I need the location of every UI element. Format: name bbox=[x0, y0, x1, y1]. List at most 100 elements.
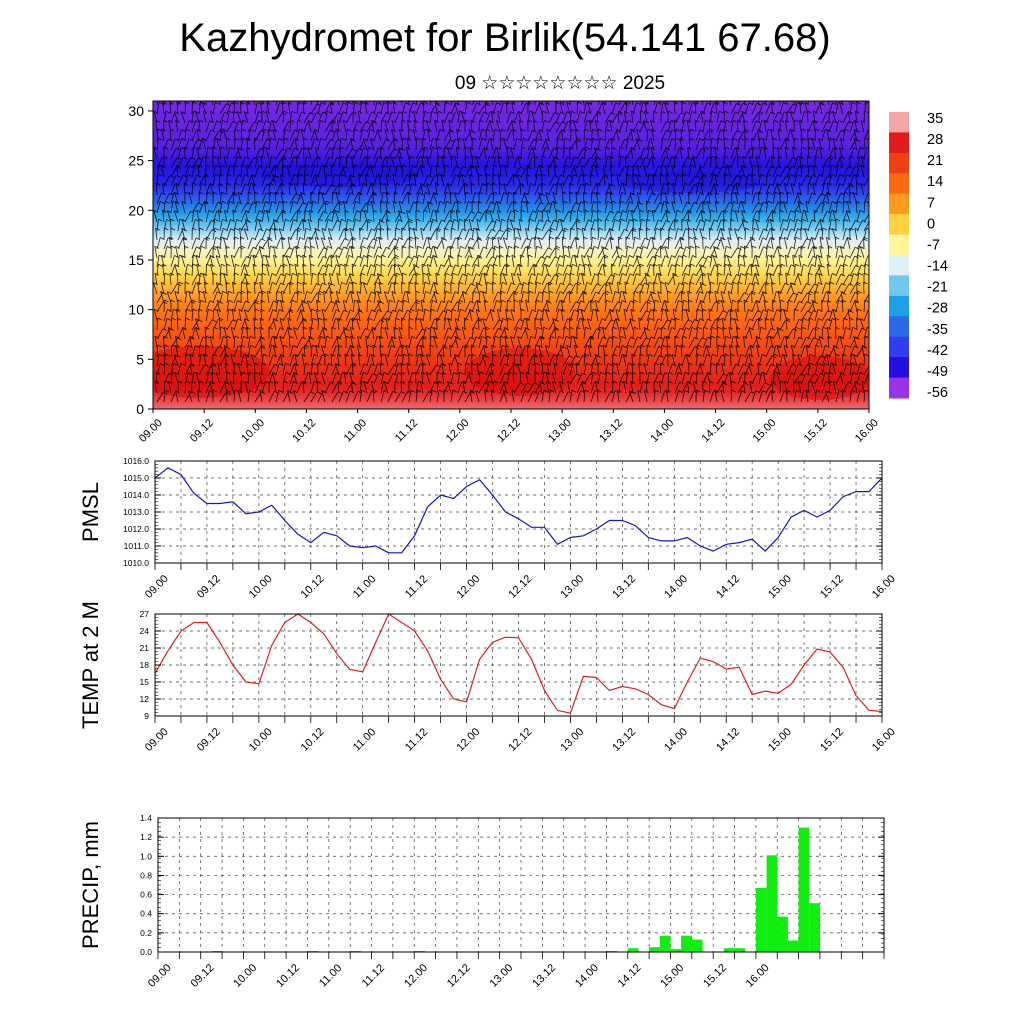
wind-barb bbox=[415, 148, 422, 160]
wind-barb-flag bbox=[350, 290, 355, 294]
wind-barb-flag bbox=[233, 110, 238, 114]
wind-barb-flag bbox=[224, 209, 229, 213]
wind-barb-flag bbox=[446, 200, 451, 204]
wind-barb-flag bbox=[235, 137, 240, 141]
wind-barb bbox=[450, 111, 456, 124]
wind-barb-flag bbox=[347, 101, 353, 105]
wind-barb-flag bbox=[164, 200, 170, 204]
wind-barb-flag bbox=[510, 147, 515, 150]
field-pocket bbox=[770, 356, 869, 400]
wind-barb-flag bbox=[498, 173, 503, 177]
wind-barb bbox=[392, 174, 396, 187]
wind-barb bbox=[156, 237, 161, 250]
wind-barb-flag bbox=[377, 273, 382, 276]
wind-barb bbox=[380, 381, 384, 394]
wind-barb-flag bbox=[392, 200, 398, 204]
wind-barb bbox=[414, 371, 417, 385]
wind-barb bbox=[156, 344, 158, 358]
wind-barb bbox=[219, 120, 224, 133]
wind-barb-flag bbox=[289, 335, 294, 339]
wind-barb-flag bbox=[323, 290, 328, 294]
wind-barb-flag bbox=[418, 353, 423, 357]
wind-barb-flag bbox=[493, 272, 498, 276]
wind-barb-flag bbox=[462, 273, 467, 277]
wind-barb bbox=[253, 281, 256, 295]
wind-barb-flag bbox=[265, 147, 271, 150]
wind-barb-flag bbox=[158, 218, 163, 222]
wind-barb bbox=[268, 175, 276, 187]
wind-barb-flag bbox=[484, 272, 489, 276]
wind-barb bbox=[196, 129, 200, 142]
wind-barb-flag bbox=[503, 183, 508, 186]
wind-barb-flag bbox=[201, 182, 206, 186]
wind-barb-flag bbox=[280, 173, 285, 177]
wind-barb-flag bbox=[378, 93, 382, 95]
wind-barb-flag bbox=[612, 93, 616, 95]
wind-barb bbox=[205, 300, 211, 313]
wind-barb bbox=[422, 175, 429, 187]
wind-barb bbox=[392, 201, 396, 214]
wind-barb-flag bbox=[239, 227, 244, 231]
wind-barb bbox=[170, 201, 174, 214]
wind-barb-flag bbox=[237, 363, 243, 366]
wind-barb bbox=[398, 327, 403, 340]
wind-barb-flag bbox=[396, 182, 401, 186]
wind-barb bbox=[191, 129, 197, 142]
wind-barb bbox=[384, 120, 389, 133]
wind-barb-flag bbox=[394, 281, 399, 285]
wind-barb bbox=[460, 111, 466, 124]
wind-barb-flag bbox=[483, 344, 488, 348]
wind-barb-flag bbox=[162, 209, 167, 213]
wind-barb-flag bbox=[418, 192, 424, 195]
wind-barb bbox=[310, 273, 313, 286]
wind-barb bbox=[204, 174, 207, 187]
wind-barb-flag bbox=[254, 191, 259, 195]
wind-barb bbox=[237, 363, 242, 376]
wind-barb-flag bbox=[464, 218, 469, 222]
wind-barb-flag bbox=[513, 290, 519, 294]
wind-barb bbox=[184, 380, 187, 394]
wind-barb bbox=[175, 120, 179, 133]
wind-barb-flag bbox=[225, 354, 230, 358]
wind-barb-flag bbox=[391, 129, 396, 132]
wind-barb bbox=[352, 210, 357, 223]
wind-barb-flag bbox=[214, 227, 219, 231]
wind-barb bbox=[156, 173, 158, 187]
wind-barb-flag bbox=[529, 218, 535, 222]
wind-barb bbox=[363, 381, 368, 394]
wind-barb-flag bbox=[249, 335, 255, 339]
wind-barb-flag bbox=[249, 371, 254, 375]
wind-barb-flag bbox=[237, 192, 243, 195]
wind-barb-flag bbox=[403, 299, 408, 303]
wind-barb bbox=[302, 326, 305, 340]
wind-barb bbox=[513, 184, 521, 196]
wind-barb-flag bbox=[183, 182, 189, 186]
wind-barb bbox=[454, 327, 459, 340]
wind-barb bbox=[370, 354, 375, 367]
wind-barb-flag bbox=[497, 308, 502, 312]
wind-barb bbox=[441, 237, 445, 250]
wind-barb-flag bbox=[456, 209, 461, 213]
wind-barb bbox=[254, 102, 258, 115]
wind-barb-flag bbox=[463, 137, 468, 141]
wind-barb-flag bbox=[409, 317, 414, 321]
wind-barb-flag bbox=[365, 93, 369, 95]
wind-barb-flag bbox=[527, 101, 533, 105]
wind-barb bbox=[247, 345, 251, 358]
wind-barb bbox=[401, 238, 409, 250]
wind-barb bbox=[330, 354, 333, 367]
wind-barb bbox=[205, 220, 212, 232]
wind-barb bbox=[478, 138, 483, 151]
wind-barb-flag bbox=[595, 94, 599, 96]
wind-barb-flag bbox=[241, 281, 246, 285]
wind-barb bbox=[191, 308, 194, 322]
wind-barb-flag bbox=[268, 326, 274, 330]
wind-barb bbox=[205, 263, 207, 277]
wind-barb-flag bbox=[307, 300, 312, 303]
wind-barb bbox=[373, 301, 381, 313]
wind-barb bbox=[435, 183, 438, 196]
wind-barb-flag bbox=[525, 173, 531, 177]
wind-barb bbox=[289, 345, 294, 358]
wind-barb-flag bbox=[283, 110, 288, 114]
wind-barb bbox=[506, 111, 511, 124]
